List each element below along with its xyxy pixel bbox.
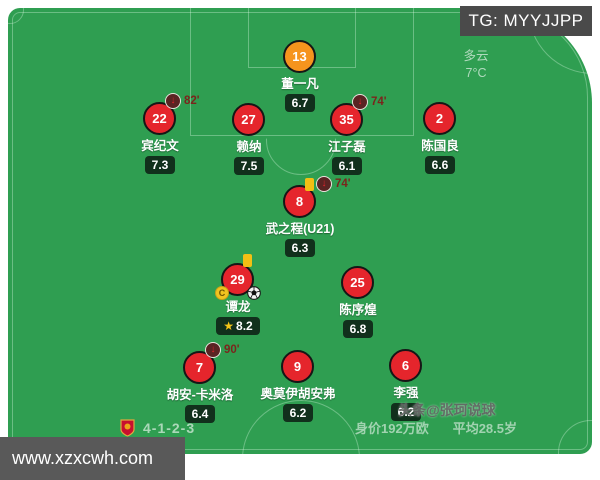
penalty-box-line [190, 8, 414, 136]
captain-badge-icon: C [215, 286, 229, 300]
substitution-off-icon: ↓ [316, 176, 332, 192]
market-value: 身价192万欧 [355, 421, 429, 436]
football-pitch: 多云 7°C 13 董一凡 6.7 22 ↓ 82' 宾纪文 7.3 27 赖纳… [8, 8, 592, 454]
player-number-circle: 13 [283, 40, 316, 73]
formation-label: 4-1-2-3 [143, 420, 196, 436]
player-rating-badge: 6.2 [282, 404, 314, 423]
yellow-card-icon [243, 254, 252, 267]
player-name: 陈国良 [421, 139, 459, 153]
player-rating-badge: 6.8 [342, 320, 374, 339]
player-2[interactable]: 2 陈国良 6.6 [370, 102, 510, 175]
substitution-minute: 74' [335, 178, 351, 190]
player-22[interactable]: 22 ↓ 82' 宾纪文 7.3 [90, 93, 230, 175]
player-25[interactable]: 25 陈序煌 6.8 [288, 266, 428, 339]
player-rating-badge: 7.5 [233, 157, 265, 176]
player-name: 江子磊 [328, 140, 366, 154]
player-7[interactable]: 7 ↓ 90' 胡安-卡米洛 6.4 [130, 342, 270, 424]
substitution-off-icon: ↓ [205, 342, 221, 358]
team-stats: 身价192万欧 平均28.5岁 [355, 418, 517, 437]
substitution-off-icon: ↓ [352, 94, 368, 110]
weather-temperature: 7°C [465, 65, 487, 80]
player-name: 董一凡 [281, 77, 319, 91]
player-number-circle: 25 [341, 266, 374, 299]
substitution-minute: 82' [184, 95, 200, 107]
yellow-card-icon [305, 177, 314, 191]
player-35[interactable]: 35 ↓ 74' 江子磊 6.1 [277, 94, 417, 176]
player-name: 谭龙 [225, 300, 251, 314]
player-name: 陈序煌 [339, 303, 377, 317]
player-number-circle: 27 [232, 103, 265, 136]
average-age: 平均28.5岁 [452, 421, 518, 436]
player-6[interactable]: 6 李强 6.2 [336, 349, 476, 422]
player-name: 宾纪文 [141, 139, 179, 153]
substitution-minute: 90' [224, 344, 240, 356]
player-29[interactable]: 29 C 谭龙 ★ 8.2 [168, 254, 308, 336]
player-number-circle: 8 [283, 185, 316, 218]
player-number-circle: 2 [423, 102, 456, 135]
formation-row: 4-1-2-3 [120, 419, 195, 437]
goal-ball-icon [247, 286, 261, 300]
player-27[interactable]: 27 赖纳 7.5 [179, 103, 319, 176]
player-rating-badge: 6.1 [331, 157, 363, 176]
player-number-circle: 6 [389, 349, 422, 382]
player-name: 奥莫伊胡安弗 [260, 387, 336, 401]
team-crest-icon [120, 419, 135, 437]
player-name: 武之程(U21) [265, 222, 335, 236]
substitution-off-icon: ↓ [165, 93, 181, 109]
player-rating-badge: 6.4 [184, 405, 216, 424]
player-name: 胡安-卡米洛 [166, 388, 234, 402]
player-name: 李强 [393, 386, 419, 400]
player-rating-badge: 6.2 [390, 403, 422, 422]
player-13[interactable]: 13 董一凡 6.7 [230, 40, 370, 113]
player-rating-badge: 6.3 [284, 239, 316, 258]
substitution-minute: 74' [371, 96, 387, 108]
site-watermark-bar: www.xzxcwh.com [0, 437, 185, 480]
tg-watermark-label: TG: MYYJJPP [460, 6, 592, 36]
player-rating-badge: 6.6 [424, 156, 456, 175]
weather-widget: 多云 7°C [446, 48, 506, 82]
player-rating-badge: ★ 8.2 [216, 317, 260, 336]
player-9[interactable]: 9 奥莫伊胡安弗 6.2 [228, 350, 368, 423]
site-watermark-text: www.xzxcwh.com [12, 448, 154, 468]
weather-condition: 多云 [463, 49, 489, 63]
creator-watermark: 头条@张珂说球 [398, 402, 496, 418]
player-number-circle: 9 [281, 350, 314, 383]
player-rating-badge: 7.3 [144, 156, 176, 175]
player-rating-badge: 6.7 [284, 94, 316, 113]
player-name: 赖纳 [236, 140, 262, 154]
player-8[interactable]: 8 ↓ 74' 武之程(U21) 6.3 [230, 176, 370, 258]
best-player-star-icon: ★ [223, 319, 235, 333]
